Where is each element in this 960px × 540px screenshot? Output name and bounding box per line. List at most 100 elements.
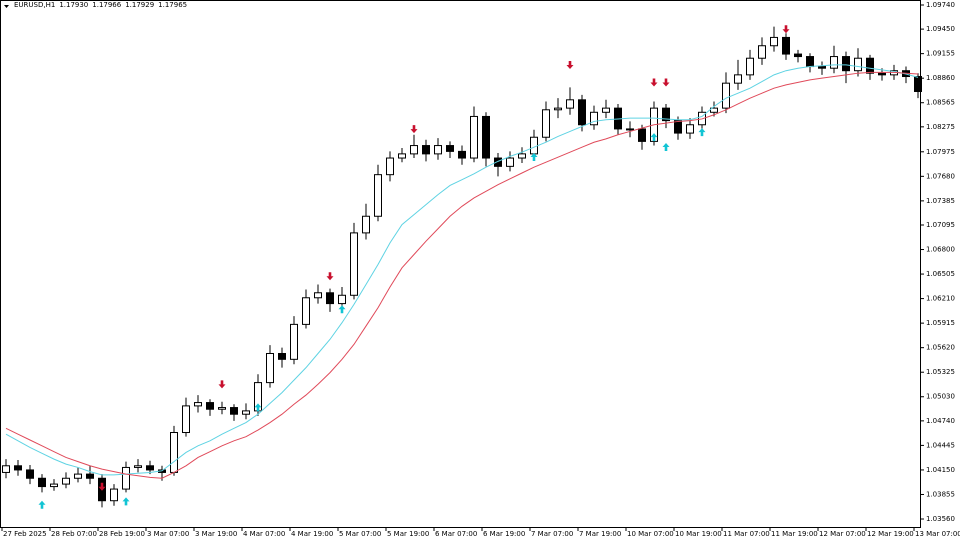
candle-body [182,405,190,434]
buy-arrow [650,133,658,142]
buy-arrow [38,500,46,509]
candle-body [38,477,46,488]
candle-body [422,145,430,155]
candle-body [782,36,790,55]
sell-arrow [650,78,658,87]
sell-arrow [782,25,790,34]
candle-body [410,145,418,155]
y-tick-label: 1.06800 [926,246,955,254]
sell-arrow [410,125,418,134]
candle-body [506,157,514,167]
candle-body [854,57,862,72]
candle-body [350,232,358,296]
candle-body [530,136,538,155]
candle-body [542,109,550,138]
y-tick-label: 1.04150 [926,466,955,474]
x-tick-label: 28 Feb 19:00 [99,530,145,538]
candle-body [302,297,310,325]
candle-body [590,111,598,126]
y-tick-label: 1.04445 [926,441,955,449]
candle-body [482,115,490,159]
x-tick-label: 12 Mar 19:00 [867,530,914,538]
y-tick-label: 1.09155 [926,50,955,58]
y-tick-label: 1.07680 [926,172,955,180]
sell-arrow [98,482,106,491]
candle-body [278,352,286,360]
candle-body [290,323,298,360]
candle-body [758,45,766,59]
plot-frame [0,0,921,528]
x-tick-label: 4 Mar 07:00 [243,530,285,538]
candle-body [914,76,922,92]
candle-body [626,128,634,131]
y-tick-label: 1.08565 [926,99,955,107]
candle-body [710,107,718,113]
x-tick-label: 3 Mar 07:00 [147,530,189,538]
y-tick-label: 1.05325 [926,368,955,376]
candle-body [434,145,442,155]
x-tick-label: 11 Mar 19:00 [771,530,818,538]
x-tick-label: 27 Feb 2025 [3,530,47,538]
candle-body [50,483,58,488]
x-tick-label: 4 Mar 19:00 [291,530,333,538]
candle-body [866,57,874,74]
candle-body [134,465,142,468]
candle-body [818,66,826,69]
sell-arrow [326,272,334,281]
candle-body [638,128,646,142]
sell-arrow [566,61,574,70]
candle-body [674,120,682,134]
y-tick-label: 1.06505 [926,270,955,278]
candle-body [314,292,322,299]
candle-body [842,56,850,72]
candle-body [518,153,526,159]
x-tick-label: 5 Mar 19:00 [387,530,429,538]
quote: 1.17929 [125,1,155,9]
candle-body [62,477,70,485]
y-tick-label: 1.05915 [926,319,955,327]
buy-arrow [122,497,130,506]
y-tick-label: 1.08275 [926,123,955,131]
sell-arrow [218,380,226,389]
moving-average [5,71,919,479]
x-tick-label: 6 Mar 19:00 [483,530,525,538]
x-tick-label: 10 Mar 19:00 [675,530,722,538]
y-tick-label: 1.07095 [926,221,955,229]
candle-body [398,153,406,159]
candle-body [794,53,802,58]
candle-body [122,466,130,490]
x-tick-label: 10 Mar 07:00 [627,530,674,538]
header: EURUSD,H1 1.17930 1.17966 1.17929 1.1796… [3,1,187,9]
x-tick-label: 12 Mar 07:00 [819,530,866,538]
candle-body [746,57,754,76]
candle-body [326,292,334,305]
y-tick-label: 1.04740 [926,417,955,425]
candle-body [266,352,274,384]
candle-body [686,124,694,134]
candle-body [218,407,226,410]
candle-body [446,145,454,152]
candle-body [734,74,742,84]
y-tick-label: 1.07385 [926,197,955,205]
y-tick-label: 1.06210 [926,295,955,303]
candle-body [194,402,202,407]
candle-body [86,473,94,479]
candle-body [602,107,610,113]
y-tick-label: 1.08860 [926,74,955,82]
x-tick-label: 11 Mar 07:00 [723,530,770,538]
x-tick-label: 3 Mar 19:00 [195,530,237,538]
candle-body [338,294,346,305]
candle-body [662,107,670,122]
x-tick-label: 5 Mar 07:00 [339,530,381,538]
quote: 1.17930 [59,1,89,9]
candle-body [806,56,814,68]
y-tick-label: 1.03560 [926,515,955,523]
buy-arrow [530,153,538,162]
x-tick-label: 28 Feb 07:00 [51,530,97,538]
moving-average [5,64,919,476]
candle-body [362,215,370,234]
y-tick-label: 1.09740 [926,1,955,9]
candle-body [566,99,574,109]
x-tick-label: 7 Mar 07:00 [531,530,573,538]
